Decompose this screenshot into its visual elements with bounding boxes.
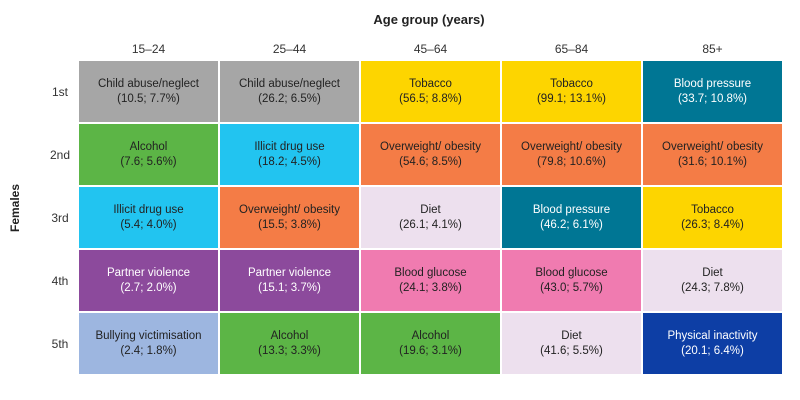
column-header: 45–64: [413, 42, 448, 56]
cell-risk-factor-label: Alcohol: [411, 330, 450, 343]
cell-value-label: (20.1; 6.4%): [681, 344, 744, 357]
cell-value-label: (26.2; 6.5%): [258, 92, 321, 105]
cell-risk-factor-label: Illicit drug use: [254, 141, 325, 154]
cell-value-label: (56.5; 8.8%): [399, 92, 462, 105]
table-cell: Physical inactivity (20.1; 6.4%): [642, 312, 783, 375]
cell-value-label: (10.5; 7.7%): [117, 92, 180, 105]
cell-value-label: (99.1; 13.1%): [536, 92, 607, 105]
row-header: 4th: [51, 273, 69, 288]
row-header: 3rd: [51, 210, 69, 225]
cell-risk-factor-label: Partner violence: [247, 267, 332, 280]
cell-value-label: (24.1; 3.8%): [399, 281, 462, 294]
cell-risk-factor-label: Overweight/ obesity: [380, 141, 481, 154]
cell-value-label: (41.6; 5.5%): [540, 344, 603, 357]
cell-value-label: (43.0; 5.7%): [540, 281, 603, 294]
row-header: 1st: [51, 84, 68, 99]
cell-value-label: (13.3; 3.3%): [258, 344, 321, 357]
row-group-label: Females: [8, 183, 22, 232]
cell-risk-factor-label: Partner violence: [106, 267, 191, 280]
row-header: 2nd: [49, 147, 71, 162]
cell-risk-factor-label: Blood glucose: [535, 267, 608, 280]
cell-value-label: (15.5; 3.8%): [258, 218, 321, 231]
cell-value-label: (26.3; 8.4%): [681, 218, 744, 231]
cell-value-label: (19.6; 3.1%): [399, 344, 462, 357]
column-header: 65–84: [554, 42, 589, 56]
cell-risk-factor-label: Blood pressure: [673, 78, 752, 91]
cell-risk-factor-label: Diet: [702, 267, 723, 280]
cell-value-label: (18.2; 4.5%): [258, 155, 321, 168]
table-cell: Blood pressure (46.2; 6.1%): [501, 186, 642, 249]
chart-title: Age group (years): [373, 12, 485, 27]
table-cell: Diet (26.1; 4.1%): [360, 186, 501, 249]
table-cell: Blood glucose (43.0; 5.7%): [501, 249, 642, 312]
cell-risk-factor-label: Illicit drug use: [113, 204, 184, 217]
cell-value-label: (31.6; 10.1%): [677, 155, 748, 168]
cell-risk-factor-label: Blood pressure: [532, 204, 611, 217]
cell-risk-factor-label: Overweight/ obesity: [521, 141, 622, 154]
cell-value-label: (15.1; 3.7%): [258, 281, 321, 294]
cell-value-label: (33.7; 10.8%): [677, 92, 748, 105]
cell-risk-factor-label: Tobacco: [409, 78, 452, 91]
cell-value-label: (24.3; 7.8%): [681, 281, 744, 294]
column-header: 15–24: [131, 42, 166, 56]
table-cell: Diet (41.6; 5.5%): [501, 312, 642, 375]
cell-risk-factor-label: Alcohol: [129, 141, 168, 154]
cell-value-label: (2.4; 1.8%): [120, 344, 177, 357]
cell-value-label: (79.8; 10.6%): [536, 155, 607, 168]
table-cell: Partner violence (2.7; 2.0%): [78, 249, 219, 312]
cell-value-label: (46.2; 6.1%): [540, 218, 603, 231]
cell-value-label: (26.1; 4.1%): [399, 218, 462, 231]
column-header: 25–44: [272, 42, 307, 56]
row-header: 5th: [51, 336, 69, 351]
table-cell: Overweight/ obesity (54.6; 8.5%): [360, 123, 501, 186]
cell-risk-factor-label: Tobacco: [691, 204, 734, 217]
cell-risk-factor-label: Diet: [420, 204, 441, 217]
table-cell: Blood glucose (24.1; 3.8%): [360, 249, 501, 312]
cell-risk-factor-label: Blood glucose: [394, 267, 467, 280]
table-cell: Alcohol (7.6; 5.6%): [78, 123, 219, 186]
table-cell: Partner violence (15.1; 3.7%): [219, 249, 360, 312]
table-cell: Tobacco (99.1; 13.1%): [501, 60, 642, 123]
table-cell: Tobacco (26.3; 8.4%): [642, 186, 783, 249]
table-cell: Tobacco (56.5; 8.8%): [360, 60, 501, 123]
cell-risk-factor-label: Physical inactivity: [667, 330, 758, 343]
table-cell: Child abuse/neglect (26.2; 6.5%): [219, 60, 360, 123]
table-cell: Overweight/ obesity (31.6; 10.1%): [642, 123, 783, 186]
cell-value-label: (7.6; 5.6%): [120, 155, 177, 168]
table-cell: Overweight/ obesity (79.8; 10.6%): [501, 123, 642, 186]
cell-risk-factor-label: Tobacco: [550, 78, 593, 91]
table-cell: Alcohol (19.6; 3.1%): [360, 312, 501, 375]
table-cell: Child abuse/neglect (10.5; 7.7%): [78, 60, 219, 123]
table-cell: Illicit drug use (18.2; 4.5%): [219, 123, 360, 186]
cell-risk-factor-label: Overweight/ obesity: [662, 141, 763, 154]
cell-value-label: (5.4; 4.0%): [120, 218, 177, 231]
cell-risk-factor-label: Bullying victimisation: [95, 330, 202, 343]
column-header: 85+: [702, 42, 723, 56]
table-cell: Overweight/ obesity (15.5; 3.8%): [219, 186, 360, 249]
table-cell: Alcohol (13.3; 3.3%): [219, 312, 360, 375]
cell-risk-factor-label: Alcohol: [270, 330, 309, 343]
cell-risk-factor-label: Child abuse/neglect: [238, 78, 340, 91]
cell-value-label: (2.7; 2.0%): [120, 281, 177, 294]
table-cell: Bullying victimisation (2.4; 1.8%): [78, 312, 219, 375]
cell-risk-factor-label: Child abuse/neglect: [97, 78, 199, 91]
table-cell: Blood pressure (33.7; 10.8%): [642, 60, 783, 123]
cell-risk-factor-label: Overweight/ obesity: [239, 204, 340, 217]
table-cell: Illicit drug use (5.4; 4.0%): [78, 186, 219, 249]
table-cell: Diet (24.3; 7.8%): [642, 249, 783, 312]
cell-risk-factor-label: Diet: [561, 330, 582, 343]
cell-value-label: (54.6; 8.5%): [399, 155, 462, 168]
